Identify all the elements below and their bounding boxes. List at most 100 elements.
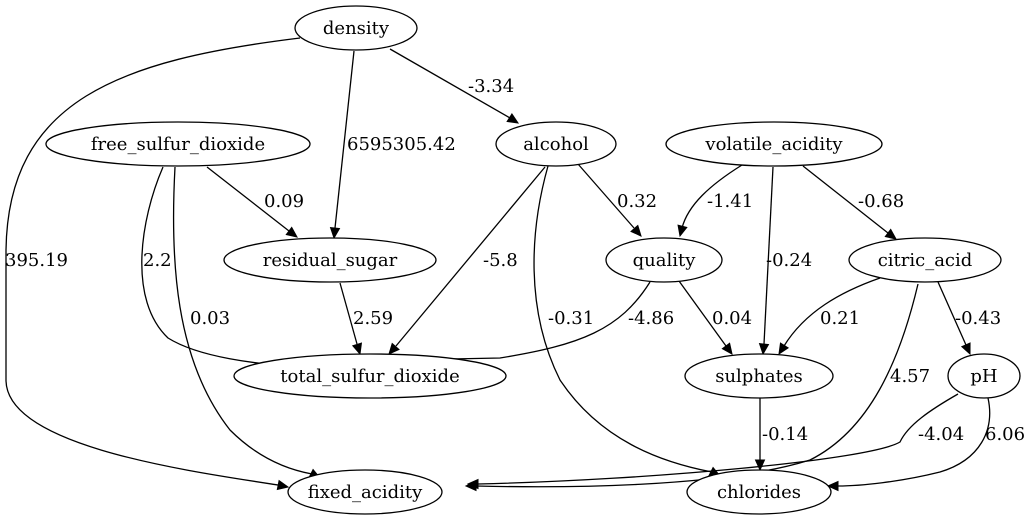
edge-weight-label: -0.14 [762,424,808,445]
edge-line [678,280,727,347]
edge-density-to-alcohol [389,48,520,124]
node-ellipse [665,121,883,167]
edge-alcohol-to-quality [577,163,642,237]
node-residual-sugar: residual_sugar [223,237,437,283]
node-sulphates: sulphates [684,353,834,399]
edge-residual_sugar-to-total_sulfur_dioxide [339,282,363,356]
edge-weight-label: -0.24 [766,250,812,271]
edge-sulphates-to-chlorides [754,398,766,472]
edge-weight-label: -4.86 [628,308,674,329]
edge-arrowhead [285,226,298,238]
edge-alcohol-to-total_sulfur_dioxide [388,166,546,355]
edge-weight-label: -0.43 [955,308,1001,329]
edge-line [937,281,967,346]
edge-weight-label: 0.21 [820,308,860,329]
node-volatile-acidity: volatile_acidity [665,121,883,167]
node-label: alcohol [523,134,589,155]
edge-weight-label: -4.04 [918,424,964,445]
edge-quality-to-total_sulfur_dioxide [387,281,651,366]
edge-quality-to-sulphates [678,280,733,355]
node-free-sulfur-dioxide: free_sulfur_dioxide [45,121,311,167]
edge-density-to-residual_sugar [329,50,355,240]
nodes-layer: density free_sulfur_dioxide alcohol volatil… [45,5,1021,515]
node-ellipse [45,121,311,167]
node-ellipse [495,121,617,167]
edge-volatile_acidity-to-sulphates [758,166,774,356]
edge-weight-label: -0.31 [548,308,594,329]
edge-line [5,37,301,486]
edge-arrowhead [778,342,790,356]
edge-weight-label: -0.68 [858,191,904,212]
edge-pH-to-chlorides [826,397,991,492]
edge-line [206,166,290,232]
edge-arrowhead [721,342,733,355]
edge-arrowhead [758,343,770,356]
edge-weight-label: -5.8 [483,250,518,271]
edges-layer [5,37,991,492]
edge-weight-label: 0.03 [190,308,230,329]
node-ellipse [287,469,443,515]
edge-weight-label: 0.04 [712,308,752,329]
edge-line [837,397,991,487]
node-alcohol: alcohol [495,121,617,167]
edge-arrowhead [329,227,341,240]
node-label: chlorides [717,482,801,503]
edge-line [398,281,651,361]
edge-weight-label: 6595305.42 [347,134,456,155]
node-ellipse [848,237,1002,283]
edge-line [339,282,358,345]
edge-line [477,393,959,485]
node-fixed-acidity: fixed_acidity [287,469,443,515]
node-chlorides: chlorides [686,469,832,515]
node-quality: quality [605,237,723,283]
node-ellipse [686,469,832,515]
edge-line [763,166,774,345]
node-citric-acid: citric_acid [848,237,1002,283]
edge-arrowhead [388,342,400,355]
edge-weight-label: -3.34 [468,76,514,97]
node-label: quality [633,250,697,271]
node-label: pH [970,366,997,387]
edge-line [783,277,881,347]
edge-arrowhead [884,228,897,240]
edge-line [802,165,889,234]
node-label: free_sulfur_dioxide [91,134,265,155]
edge-line [681,164,743,229]
edge-arrowhead [677,224,688,238]
edge-line [577,163,635,229]
edge-line [475,283,919,488]
edge-labels-layer: -3.34 6595305.42 395.19 0.09 2.2 0.03 0.32 -5.8… [5,76,1025,445]
edge-arrowhead [351,342,363,356]
edge-weight-label: 0.32 [617,191,657,212]
edge-citric_acid-to-pH [937,281,971,356]
node-label: residual_sugar [263,250,398,271]
node-ellipse [223,237,437,283]
node-total-sulfur-dioxide: total_sulfur_dioxide [233,353,507,399]
edge-arrowhead [506,112,520,124]
node-label: density [323,18,390,39]
edge-weight-label: 6.06 [985,424,1025,445]
node-ellipse [684,353,834,399]
edge-pH-to-fixed_acidity [466,393,959,490]
edge-arrowhead [826,480,839,492]
node-pH: pH [947,353,1021,399]
node-label: citric_acid [878,250,973,271]
edge-volatile_acidity-to-citric_acid [802,165,897,240]
edge-arrowhead [960,342,971,356]
edge-arrowhead [754,459,766,472]
edge-line [141,166,291,367]
edge-arrowhead [276,479,290,491]
edge-line [395,166,546,347]
edge-weight-label: -1.41 [707,191,753,212]
edge-free_sulfur_dioxide-to-residual_sugar [206,166,298,238]
edge-line [389,48,511,119]
node-label: sulphates [715,366,803,387]
node-label: total_sulfur_dioxide [280,366,459,387]
node-density: density [294,5,418,51]
edge-weight-label: 395.19 [5,250,68,271]
edge-weight-label: 2.59 [353,308,393,329]
edge-density-to-fixed_acidity [5,37,301,491]
edge-arrowhead [630,224,642,237]
node-ellipse [233,353,507,399]
